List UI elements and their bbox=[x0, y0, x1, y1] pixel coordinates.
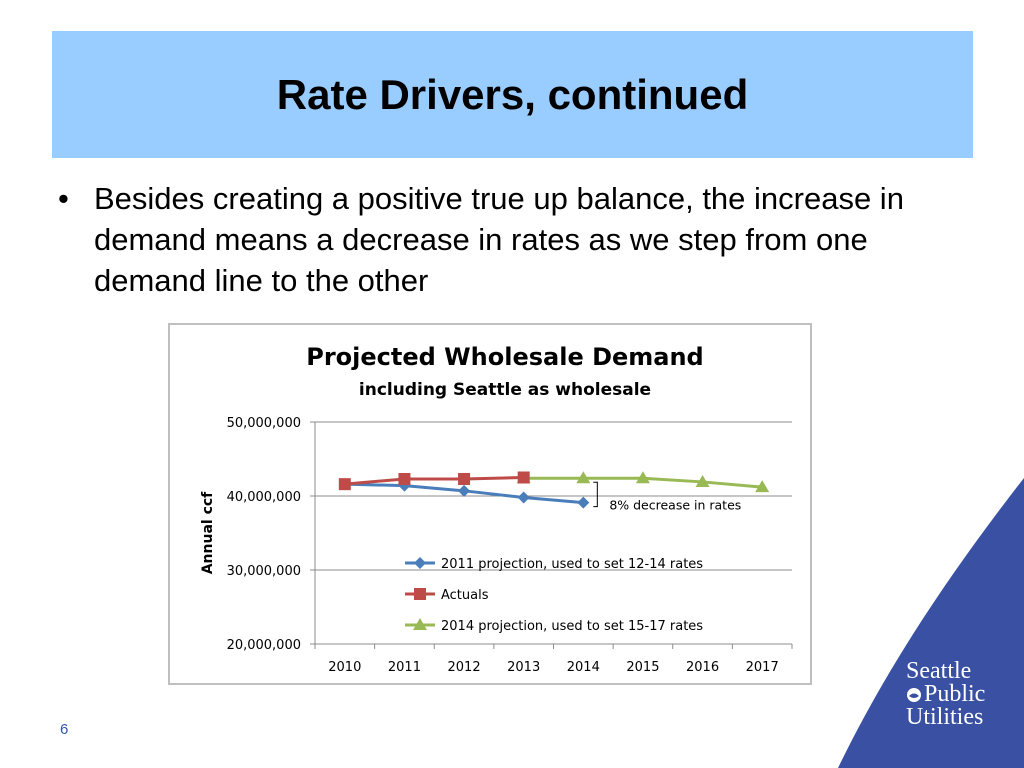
chart-subtitle: including Seattle as wholesale bbox=[359, 380, 651, 400]
page-number: 6 bbox=[60, 721, 69, 738]
y-tick-label: 50,000,000 bbox=[227, 416, 301, 431]
legend-label: Actuals bbox=[441, 588, 489, 603]
y-tick-label: 20,000,000 bbox=[227, 638, 301, 653]
data-point bbox=[458, 484, 471, 497]
y-tick-label: 40,000,000 bbox=[227, 490, 301, 505]
logo-line-1: Seattle bbox=[906, 658, 972, 684]
data-point bbox=[635, 471, 650, 484]
x-tick-label: 2013 bbox=[507, 660, 540, 675]
title-bar: Rate Drivers, continued bbox=[52, 31, 973, 158]
y-axis-label: Annual ccf bbox=[200, 491, 216, 574]
x-tick-label: 2015 bbox=[626, 660, 659, 675]
chart-title: Projected Wholesale Demand bbox=[306, 343, 704, 371]
sun-drop-icon bbox=[907, 687, 921, 702]
legend-marker bbox=[414, 557, 426, 569]
data-point bbox=[695, 474, 710, 487]
data-point bbox=[755, 480, 770, 493]
annotation-bracket bbox=[593, 481, 598, 508]
x-tick-label: 2014 bbox=[567, 660, 600, 675]
chart-container: Projected Wholesale Demand including Seat… bbox=[168, 323, 812, 685]
slide-title: Rate Drivers, continued bbox=[276, 70, 749, 118]
spu-logo: Seattle Public Utilities bbox=[906, 658, 986, 730]
data-point bbox=[576, 471, 591, 484]
x-tick-label: 2011 bbox=[388, 660, 421, 675]
legend-marker bbox=[413, 618, 427, 630]
legend-label: 2011 projection, used to set 12-14 rates bbox=[441, 557, 703, 572]
legend-marker bbox=[414, 588, 426, 600]
bullet-text: Besides creating a positive true up bala… bbox=[94, 181, 904, 298]
data-point bbox=[338, 478, 351, 491]
data-point bbox=[517, 491, 530, 504]
data-point bbox=[458, 472, 471, 485]
annotation-text: 8% decrease in rates bbox=[609, 498, 741, 513]
y-tick-label: 30,000,000 bbox=[227, 564, 301, 579]
data-point bbox=[517, 471, 530, 484]
x-tick-label: 2010 bbox=[328, 660, 361, 675]
logo-line-2: Public bbox=[924, 681, 986, 707]
series-line bbox=[344, 476, 524, 486]
data-point bbox=[577, 496, 590, 509]
logo-line-3: Utilities bbox=[906, 704, 984, 730]
demand-chart: Projected Wholesale Demand including Seat… bbox=[200, 343, 793, 675]
bullet-marker: • bbox=[58, 181, 69, 216]
legend-label: 2014 projection, used to set 15-17 rates bbox=[441, 619, 703, 634]
x-tick-label: 2017 bbox=[746, 660, 779, 675]
x-tick-label: 2012 bbox=[448, 660, 481, 675]
x-tick-label: 2016 bbox=[686, 660, 719, 675]
data-point bbox=[398, 472, 411, 485]
